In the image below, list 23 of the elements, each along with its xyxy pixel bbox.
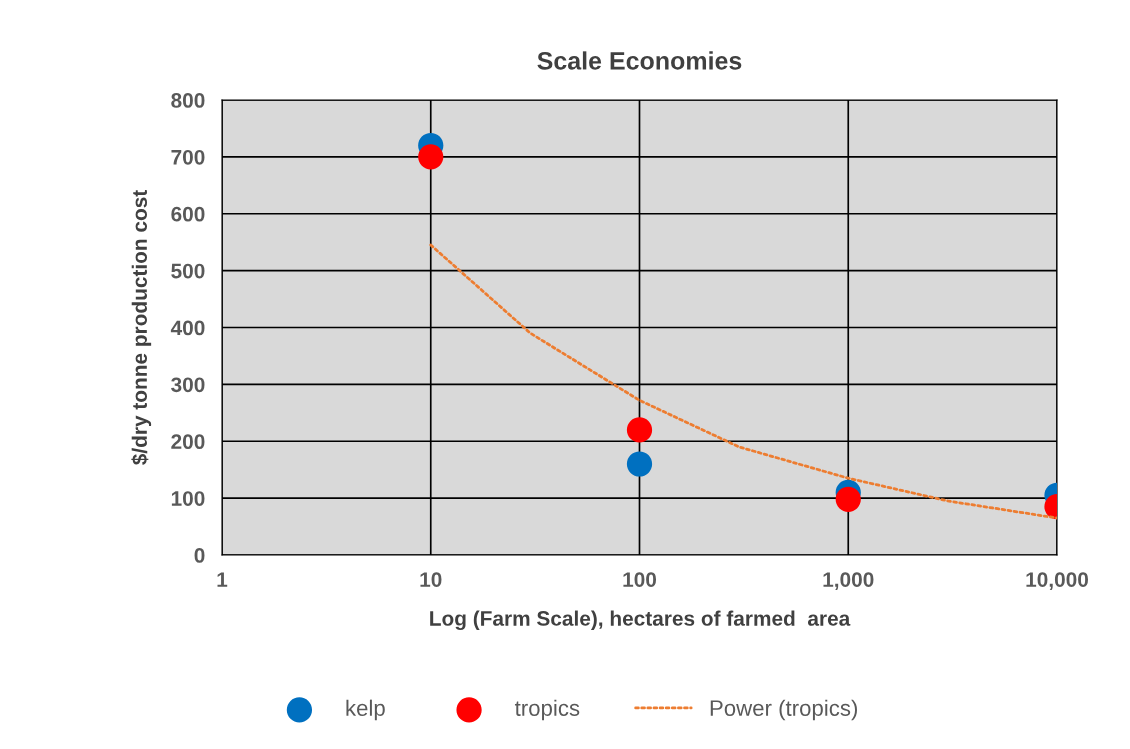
x-tick-label: 10 (420, 572, 442, 587)
x-axis-title: Log (Farm Scale), hectares of farmed area (430, 610, 851, 631)
y-tick-label: 300 (171, 377, 205, 393)
chart-title: Scale Economies (537, 51, 742, 70)
y-axis-title: $/dry tonne production cost (131, 190, 152, 465)
x-tick-label: 100 (623, 572, 657, 587)
point (626, 417, 653, 443)
point (418, 144, 444, 170)
y-tick-label: 0 (194, 548, 205, 563)
y-tick-label: 400 (170, 320, 205, 336)
legend-label: Power (tropics) (710, 699, 857, 721)
y-tick-label: 600 (171, 206, 205, 222)
y-tick-label: 200 (171, 434, 205, 449)
y-tick-label: 800 (171, 93, 205, 108)
legend-label: kelp (346, 699, 385, 721)
y-tick-label: 100 (171, 491, 205, 506)
x-tick-label: 10,000 (1026, 572, 1089, 590)
y-tick-label: 500 (171, 263, 205, 279)
point (626, 451, 653, 477)
legend-label: tropics (514, 699, 580, 721)
x-tick-label: 1 (217, 572, 228, 587)
y-tick-label: 700 (171, 149, 205, 165)
x-tick-label: 1,000 (823, 572, 874, 590)
